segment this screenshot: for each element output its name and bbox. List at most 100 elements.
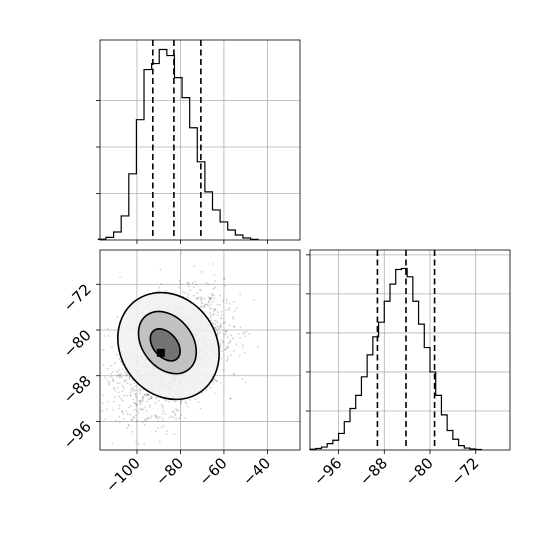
scatter-point <box>162 425 165 428</box>
scatter-point <box>159 268 162 271</box>
scatter-point <box>199 299 202 302</box>
scatter-point <box>212 300 214 303</box>
panel-histogram-x <box>96 39 301 244</box>
scatter-point <box>226 345 228 348</box>
histogram-step-y <box>309 267 483 451</box>
scatter-point <box>207 304 210 307</box>
scatter-point <box>212 308 215 311</box>
scatter-point <box>229 339 232 342</box>
scatter-point <box>150 415 153 418</box>
scatter-point <box>232 317 235 320</box>
scatter-point <box>214 323 217 326</box>
scatter-point <box>200 301 203 304</box>
scatter-point <box>156 465 158 467</box>
scatter-point <box>204 303 206 306</box>
scatter-point <box>248 333 251 335</box>
scatter-point <box>223 278 225 280</box>
scatter-point <box>126 413 129 415</box>
scatter-point <box>220 339 222 341</box>
scatter-point <box>225 333 228 336</box>
scatter-point <box>143 443 146 445</box>
scatter-point <box>212 263 215 265</box>
scatter-point <box>118 368 121 371</box>
scatter-point <box>112 379 115 382</box>
scatter-point <box>235 343 238 346</box>
scatter-point <box>222 321 225 324</box>
y-tick-label: −80 <box>60 326 95 361</box>
scatter-point <box>134 402 137 405</box>
scatter-point <box>148 404 151 406</box>
histogram-bin <box>190 128 198 240</box>
scatter-point <box>122 412 125 415</box>
scatter-point <box>141 396 144 399</box>
scatter-point <box>221 314 223 317</box>
x-tick-label: −80 <box>402 454 437 489</box>
panel-scatter-xy: −100 −80 −60 −40−72−80−88−96 <box>60 249 301 496</box>
scatter-point <box>157 417 160 419</box>
scatter-point <box>203 297 206 300</box>
scatter-point <box>97 427 99 429</box>
scatter-point <box>216 330 219 332</box>
scatter-point <box>243 331 246 334</box>
scatter-point <box>233 309 236 312</box>
scatter-point <box>209 299 212 301</box>
scatter-point <box>197 401 200 403</box>
axes-frame <box>99 249 301 451</box>
scatter-point <box>120 361 122 363</box>
scatter-point <box>103 376 106 379</box>
scatter-point <box>147 416 149 419</box>
scatter-point <box>178 417 181 420</box>
histogram-bin <box>235 235 243 240</box>
scatter-point <box>219 344 222 346</box>
scatter-point <box>199 289 202 292</box>
scatter-point <box>161 412 164 415</box>
scatter-point <box>132 398 135 401</box>
scatter-point <box>80 356 82 358</box>
scatter-point <box>129 384 132 386</box>
scatter-point <box>104 418 107 421</box>
scatter-point <box>133 401 136 404</box>
scatter-point <box>209 316 212 319</box>
scatter-point <box>162 409 165 412</box>
histogram-bin <box>407 277 413 450</box>
scatter-point <box>131 386 134 389</box>
scatter-point <box>211 294 214 297</box>
scatter-point <box>144 393 147 396</box>
scatter-point <box>214 319 217 322</box>
scatter-point <box>222 340 224 343</box>
scatter-point <box>239 293 242 296</box>
scatter-point <box>122 417 125 420</box>
scatter-point <box>231 316 234 319</box>
scatter-point <box>180 414 183 417</box>
scatter-point <box>148 393 150 396</box>
scatter-point <box>195 283 198 286</box>
scatter-point <box>203 305 205 307</box>
scatter-point <box>126 382 129 384</box>
histogram-bin <box>344 422 350 450</box>
scatter-point <box>111 442 114 445</box>
scatter-point <box>132 416 135 419</box>
density-contour <box>117 291 220 401</box>
scatter-point <box>143 424 146 426</box>
scatter-point <box>123 395 126 397</box>
scatter-point <box>216 333 219 336</box>
scatter-point <box>213 312 215 315</box>
scatter-point <box>243 351 246 354</box>
scatter-point <box>214 286 216 289</box>
scatter-point <box>139 407 142 410</box>
histogram-bin <box>129 174 137 240</box>
scatter-point <box>121 390 124 393</box>
scatter-point <box>210 307 212 310</box>
scatter-point <box>216 303 219 306</box>
scatter-point <box>137 389 140 392</box>
histogram-bin <box>419 324 425 450</box>
scatter-point <box>214 327 217 329</box>
scatter-point <box>116 371 119 374</box>
scatter-point <box>177 409 180 412</box>
scatter-point <box>216 311 219 314</box>
scatter-point <box>160 426 163 429</box>
scatter-point <box>102 349 105 351</box>
scatter-point <box>125 410 128 413</box>
scatter-point <box>150 395 153 398</box>
scatter-point <box>141 408 144 411</box>
